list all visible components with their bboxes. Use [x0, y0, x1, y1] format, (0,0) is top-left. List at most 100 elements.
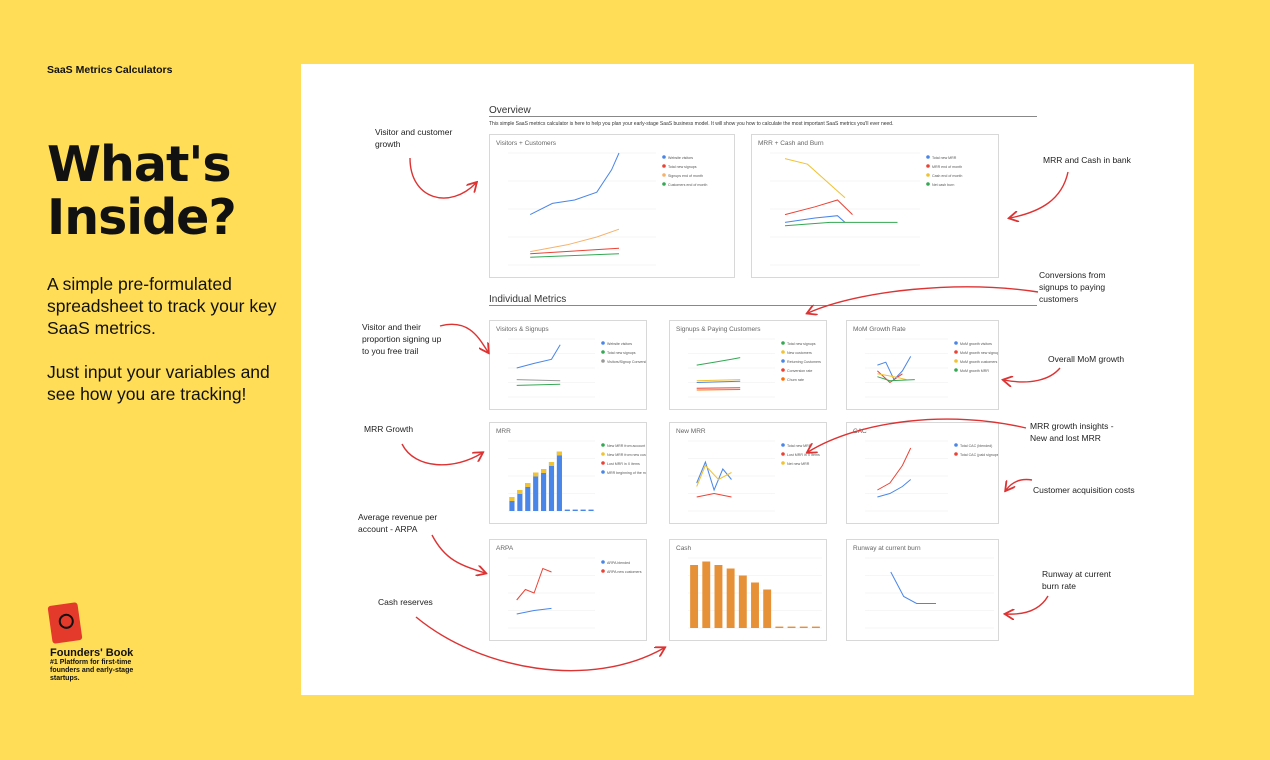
legend-label: MoM growth new signups: [960, 351, 999, 355]
page-title: What's Inside?: [47, 138, 237, 246]
chart-bar: [763, 589, 772, 628]
legend-swatch: [781, 341, 785, 345]
overview-divider: [489, 116, 1037, 117]
chart-title: MRR + Cash and Burn: [758, 140, 824, 147]
chart-card-visitors-signups[interactable]: Visitors & Signups Website visitors Total …: [489, 320, 647, 410]
chart-bar-cap: [509, 497, 515, 501]
chart-series-line: [784, 158, 846, 199]
chart-card-signups-paying[interactable]: Signups & Paying Customers Total new sign…: [669, 320, 827, 410]
legend-label: Returning Customers: [787, 360, 821, 364]
legend-swatch: [601, 560, 605, 564]
legend-label: MRR end of month: [932, 165, 962, 169]
annotation-visitor-growth: Visitor and customer growth: [375, 127, 453, 149]
legend-label: MoM growth MRR: [960, 369, 989, 373]
chart-series-line: [530, 247, 620, 255]
overview-heading: Overview: [489, 105, 531, 116]
chart-card-new-mrr[interactable]: New MRR Total new MRR Lost MRR in X items N…: [669, 422, 827, 524]
chart-plot: New MRR from account New MRR from new cus…: [508, 440, 647, 512]
chart-bar: [564, 509, 570, 511]
legend-swatch: [954, 359, 958, 363]
chart-plot: Total new MRR MRR end of month Cash end of…: [770, 152, 962, 266]
legend-swatch: [601, 359, 605, 363]
chart-plot: MoM growth visitors MoM growth new signup…: [865, 338, 999, 398]
chart-bar: [533, 472, 539, 511]
chart-card-runway[interactable]: Runway at current burn: [846, 539, 999, 641]
chart-series-line: [516, 607, 552, 615]
legend-swatch: [926, 155, 930, 159]
chart-card-mrr-cash-burn[interactable]: MRR + Cash and Burn Total new MRR MRR end …: [751, 134, 999, 278]
legend-label: Total new MRR: [932, 156, 957, 160]
chart-bar-cap: [548, 462, 555, 466]
chart-title: Visitors + Customers: [496, 140, 557, 147]
annotation-mrr-growth: MRR Growth: [364, 424, 414, 434]
legend-swatch: [781, 350, 785, 354]
chart-card-mrr[interactable]: MRR New MRR from account New MRR from new …: [489, 422, 647, 524]
chart-bar: [811, 626, 820, 628]
arrow-visitor-proportion: [439, 323, 488, 352]
annotation-arpa: Average revenue per account - ARPA: [358, 512, 438, 534]
headline-line-2: Inside?: [47, 189, 237, 246]
arrow-overall-mom: [1004, 367, 1061, 382]
chart-bar: [588, 509, 594, 511]
legend-swatch: [601, 470, 605, 474]
brand-name: Founders' Book: [50, 647, 134, 659]
annotation-mrr-cash: MRR and Cash in bank: [1043, 155, 1131, 165]
individual-divider: [489, 305, 1037, 306]
chart-card-mom-growth[interactable]: MoM Growth Rate MoM growth visitors MoM gr…: [846, 320, 999, 410]
legend-swatch: [601, 350, 605, 354]
chart-series-line: [877, 447, 912, 491]
chart-bar: [738, 575, 747, 628]
legend-label: Lost MRR in X items: [787, 453, 820, 457]
legend-label: Cash end of month: [932, 174, 962, 178]
legend-label: Website visitors: [668, 156, 693, 160]
legend-swatch: [601, 452, 605, 456]
chart-bar: [541, 469, 547, 511]
chart-bar-cap: [525, 483, 531, 487]
chart-bar: [572, 509, 578, 511]
legend-label: Total new signups: [787, 342, 816, 346]
brand-tagline: #1 Platform for first-time founders and …: [50, 659, 134, 682]
legend-swatch: [926, 164, 930, 168]
chart-series-line: [696, 492, 732, 498]
chart-title: ARPA: [496, 545, 514, 552]
legend-label: ARPA blended: [607, 561, 630, 565]
blurb-description: A simple pre-formulated spreadsheet to t…: [47, 274, 277, 338]
chart-card-arpa[interactable]: ARPA ARPA blended ARPA new customers: [489, 539, 647, 641]
chart-card-visitors-customers[interactable]: Visitors + Customers Website visitors Tota…: [489, 134, 735, 278]
blurb-instructions: Just input your variables and see how yo…: [47, 362, 270, 404]
chart-series-line: [530, 253, 620, 258]
annotation-cash-reserves: Cash reserves: [378, 597, 433, 607]
legend-label: ARPA new customers: [607, 570, 642, 574]
chart-bar: [690, 565, 699, 628]
chart-series-line: [696, 379, 741, 382]
chart-card-cac[interactable]: CAC Total CAC (blended) Total CAC (paid si…: [846, 422, 999, 524]
annotation-cac: Customer acquisition costs: [1033, 485, 1135, 495]
legend-label: Net new MRR: [787, 462, 810, 466]
legend-label: Total new MRR: [787, 444, 812, 448]
legend-swatch: [601, 461, 605, 465]
chart-title: Visitors & Signups: [496, 326, 549, 333]
chart-series-line: [877, 376, 915, 382]
legend-label: New MRR from account: [607, 444, 645, 448]
legend-label: Total CAC (paid signups): [960, 453, 999, 457]
legend-swatch: [954, 341, 958, 345]
chart-bar-cap: [556, 451, 562, 456]
legend-swatch: [781, 359, 785, 363]
spreadsheet-preview: Overview This simple SaaS metrics calcul…: [301, 64, 1194, 695]
legend-label: MRR beginning of the month: [607, 471, 647, 475]
chart-series-line: [529, 152, 620, 216]
chart-series-line: [696, 357, 741, 366]
legend-label: Conversion rate: [787, 369, 812, 373]
chart-series-line: [696, 380, 741, 383]
chart-series-line: [530, 228, 620, 253]
chart-plot: Total new signups New customers Returning …: [688, 338, 821, 398]
chart-plot: Total new MRR Lost MRR in X items Net new …: [688, 440, 820, 512]
chart-title: Runway at current burn: [853, 545, 921, 552]
annotation-visitor-proportion: Visitor and their proportion signing up …: [362, 322, 442, 356]
chart-bar: [517, 490, 523, 511]
chart-bar: [726, 568, 735, 628]
chart-title: CAC: [853, 428, 867, 435]
chart-bar: [799, 626, 808, 628]
chart-card-cash[interactable]: Cash: [669, 539, 827, 641]
